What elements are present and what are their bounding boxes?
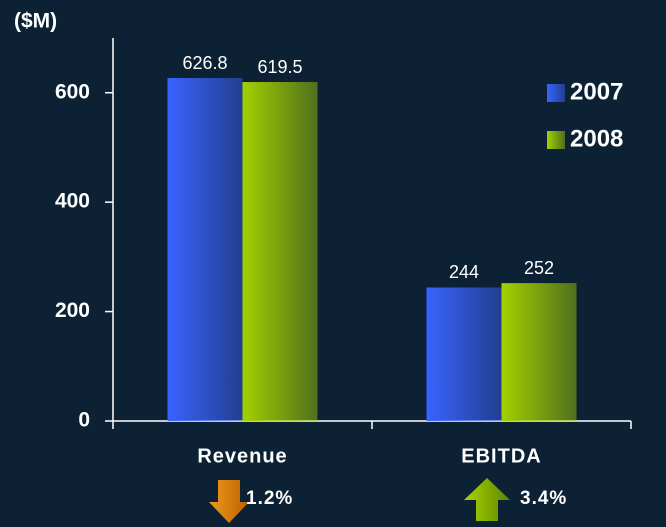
value-label: 244: [449, 262, 479, 282]
down-arrow: [209, 480, 249, 523]
legend-label: 2007: [570, 78, 623, 105]
bar: [426, 287, 502, 421]
legend-swatch: [547, 131, 565, 149]
legend-swatch: [547, 84, 565, 102]
bar: [242, 82, 318, 422]
legend-label: 2008: [570, 125, 623, 152]
y-tick-label: 200: [55, 299, 90, 322]
x-tick-label: EBITDA: [461, 445, 541, 467]
bar: [167, 78, 243, 422]
chart-title: ($M): [14, 10, 57, 33]
y-tick-label: 0: [78, 409, 90, 432]
bar: [501, 283, 577, 421]
y-tick-label: 400: [55, 190, 90, 213]
x-tick-label: Revenue: [197, 445, 287, 467]
value-label: 626.8: [182, 53, 227, 73]
value-label: 252: [524, 258, 554, 278]
up-arrow: [464, 478, 510, 521]
value-label: 619.5: [257, 57, 302, 77]
annotation: 3.4%: [520, 488, 567, 509]
annotation: 1.2%: [246, 488, 293, 509]
y-tick-label: 600: [55, 80, 90, 103]
